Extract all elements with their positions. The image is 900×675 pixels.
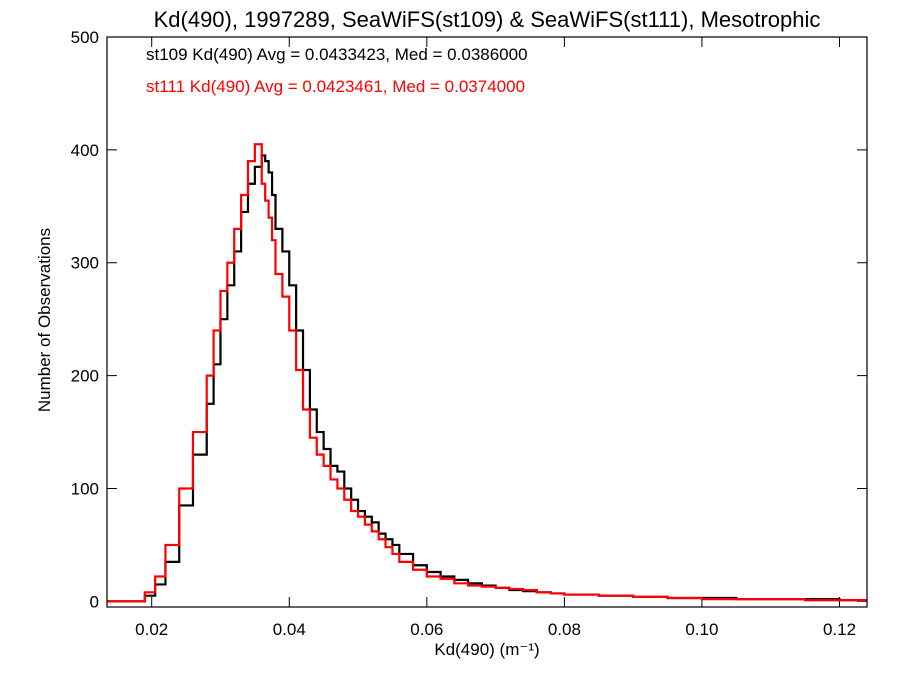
legend-st111-stats: st111 Kd(490) Avg = 0.0423461, Med = 0.0… [146,77,525,96]
x-axis-label: Kd(490) (m⁻¹) [434,640,539,659]
y-axis-label: Number of Observations [35,228,54,412]
plot-frame [106,36,868,608]
x-tick-label: 0.06 [410,620,443,639]
y-tick-label: 400 [71,141,99,160]
x-tick-label: 0.10 [685,620,718,639]
y-tick-label: 0 [90,592,99,611]
x-tick-label: 0.02 [135,620,168,639]
series-st109-line [107,154,867,603]
tick-labels: 0.02 0.04 0.06 0.08 0.10 0.12 0 100 200 300 400 500 [71,28,856,639]
series-lines [107,143,867,603]
y-tick-label: 500 [71,28,99,47]
y-tick-label: 100 [71,479,99,498]
y-tick-label: 200 [71,367,99,386]
legend-st109-stats: st109 Kd(490) Avg = 0.0433423, Med = 0.0… [146,45,528,64]
chart-title: Kd(490), 1997289, SeaWiFS(st109) & SeaWi… [154,7,821,32]
x-tick-label: 0.04 [273,620,306,639]
x-tick-label: 0.12 [823,620,856,639]
y-tick-label: 300 [71,254,99,273]
x-tick-label: 0.08 [548,620,581,639]
series-st111-line [107,143,867,603]
